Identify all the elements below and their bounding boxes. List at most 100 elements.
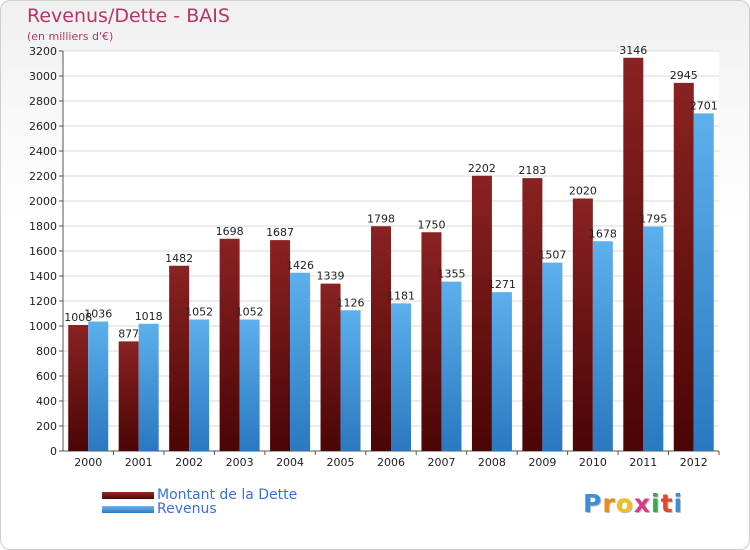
y-tick-label: 1800 [29,220,57,233]
legend-label-revenus: Revenus [157,501,217,517]
legend-item-revenus: Revenus [102,501,217,517]
bar-dette [572,198,593,451]
x-tick-label: 2006 [377,456,405,469]
x-tick-label: 2000 [74,456,102,469]
bar-revenus [189,319,210,451]
y-tick-label: 3200 [29,45,57,58]
x-tick-label: 2008 [478,456,506,469]
data-label-revenus: 2701 [690,99,718,112]
data-label-revenus: 1507 [538,249,566,262]
bar-dette [371,226,391,451]
x-tick-label: 2005 [327,456,355,469]
bar-dette [118,341,139,451]
bar-revenus [290,272,311,451]
bar-dette [320,283,341,451]
logo-letter: i [651,489,661,518]
y-tick-label: 800 [36,345,57,358]
y-tick-label: 2200 [29,170,57,183]
logo-letter: r [602,489,616,518]
x-tick-label: 2002 [175,456,203,469]
data-label-revenus: 1678 [589,227,617,240]
data-label-revenus: 1052 [185,306,213,319]
legend-item-dette: Montant de la Dette [102,487,298,503]
data-label-dette: 1798 [367,212,395,225]
data-label-dette: 1750 [417,218,445,231]
data-label-revenus: 1426 [286,259,314,272]
y-tick-label: 600 [36,370,57,383]
data-label-dette: 2020 [569,185,597,198]
x-tick-label: 2004 [276,456,304,469]
chart-title: Revenus/Dette - BAIS [27,5,230,27]
y-tick-label: 2400 [29,145,57,158]
y-tick-label: 400 [36,395,57,408]
y-tick-label: 200 [36,420,57,433]
y-tick-label: 2600 [29,120,57,133]
data-label-revenus: 1018 [135,310,163,323]
data-label-revenus: 1355 [437,268,465,281]
data-label-dette: 3146 [619,44,647,57]
chart-subtitle: (en milliers d'€) [27,30,114,43]
bar-revenus [88,321,109,451]
bar-dette [169,265,190,451]
data-label-dette: 877 [118,327,139,340]
data-label-dette: 1687 [266,226,294,239]
x-tick-label: 2007 [427,456,455,469]
bar-revenus [643,226,664,451]
data-label-dette: 1008 [64,311,92,324]
data-label-revenus: 1126 [337,296,365,309]
x-tick-label: 2003 [226,456,254,469]
logo-letter: x [633,489,651,518]
bar-dette [522,178,543,451]
legend-label-dette: Montant de la Dette [157,487,298,503]
bar-revenus [491,292,512,451]
y-tick-label: 1600 [29,245,57,258]
data-label-dette: 1482 [165,252,193,265]
x-tick-label: 2011 [629,456,657,469]
data-label-dette: 2183 [518,164,546,177]
logo-letter: P [583,489,603,518]
x-tick-label: 2009 [528,456,556,469]
x-tick-label: 2012 [680,456,708,469]
legend-swatch-dette [102,491,154,499]
data-label-dette: 2202 [468,162,496,175]
data-label-dette: 2945 [670,69,698,82]
y-tick-label: 2800 [29,95,57,108]
bar-revenus [391,303,411,451]
bar-revenus [542,262,563,451]
data-label-dette: 1339 [317,270,345,283]
bar-dette [421,232,442,451]
bar-dette [219,238,240,451]
bar-dette [270,240,291,451]
y-tick-label: 1400 [29,270,57,283]
y-tick-label: 1000 [29,320,57,333]
data-label-revenus: 1795 [639,213,667,226]
bar-dette [471,175,492,451]
x-tick-label: 2010 [579,456,607,469]
logo-letter: o [615,489,634,518]
data-label-revenus: 1271 [488,278,516,291]
y-tick-label: 3000 [29,70,57,83]
bar-dette [623,57,644,451]
bar-dette [68,325,89,451]
data-label-dette: 1698 [216,225,244,238]
bar-revenus [239,319,260,451]
logo-letter: i [673,489,684,518]
bar-revenus [693,113,714,451]
bar-revenus [441,281,462,451]
logo-letter: t [660,489,674,518]
bar-revenus [340,310,361,451]
y-tick-label: 2000 [29,195,57,208]
legend-swatch-revenus [102,505,154,513]
x-tick-label: 2001 [125,456,153,469]
data-label-revenus: 1052 [236,306,264,319]
bar-revenus [592,241,613,451]
y-tick-label: 0 [50,445,57,458]
data-label-revenus: 1036 [84,308,112,321]
y-tick-label: 1200 [29,295,57,308]
bar-dette [673,82,694,451]
proxiti-logo: Proxiti [583,489,683,518]
data-label-revenus: 1181 [387,289,415,302]
bar-revenus [138,323,159,451]
